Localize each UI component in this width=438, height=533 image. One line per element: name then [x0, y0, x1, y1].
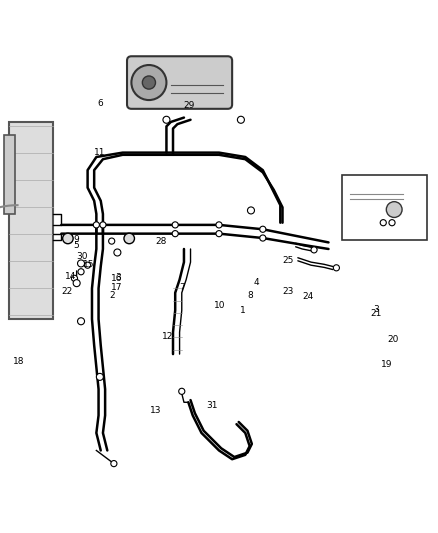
- Text: 7: 7: [179, 283, 185, 292]
- Text: 30: 30: [76, 252, 88, 261]
- Text: 10: 10: [214, 301, 226, 310]
- Circle shape: [131, 65, 166, 100]
- FancyBboxPatch shape: [342, 174, 427, 240]
- Text: 8: 8: [247, 292, 254, 301]
- Circle shape: [78, 260, 85, 267]
- Text: 11: 11: [94, 148, 105, 157]
- Text: 12: 12: [162, 332, 173, 341]
- Circle shape: [109, 238, 115, 244]
- Circle shape: [386, 201, 402, 217]
- Text: 9: 9: [74, 235, 80, 244]
- Text: 14: 14: [65, 272, 77, 281]
- Text: 28: 28: [155, 237, 167, 246]
- Circle shape: [260, 226, 266, 232]
- Circle shape: [333, 265, 339, 271]
- Circle shape: [100, 222, 106, 228]
- Circle shape: [163, 116, 170, 123]
- Circle shape: [63, 233, 73, 244]
- Text: 29: 29: [184, 101, 195, 110]
- Circle shape: [142, 76, 155, 89]
- Circle shape: [78, 318, 85, 325]
- Text: 21: 21: [370, 309, 381, 318]
- Text: 3: 3: [373, 305, 379, 314]
- FancyBboxPatch shape: [9, 122, 53, 319]
- Circle shape: [111, 461, 117, 467]
- Text: 15: 15: [83, 260, 94, 269]
- Circle shape: [85, 262, 91, 268]
- Circle shape: [247, 207, 254, 214]
- Circle shape: [96, 374, 103, 381]
- Circle shape: [172, 231, 178, 237]
- Circle shape: [237, 116, 244, 123]
- Text: 3: 3: [115, 272, 121, 281]
- FancyBboxPatch shape: [4, 135, 15, 214]
- Text: 31: 31: [206, 401, 217, 410]
- Circle shape: [216, 231, 222, 237]
- Circle shape: [179, 388, 185, 394]
- Text: 5: 5: [74, 241, 80, 250]
- Text: 4: 4: [254, 278, 259, 287]
- FancyBboxPatch shape: [127, 56, 232, 109]
- Text: 1: 1: [240, 306, 246, 315]
- Text: 2: 2: [109, 292, 114, 301]
- Text: 25: 25: [283, 256, 294, 265]
- Circle shape: [124, 233, 134, 244]
- Circle shape: [172, 222, 178, 228]
- Text: 19: 19: [381, 360, 392, 369]
- Circle shape: [71, 275, 78, 281]
- Circle shape: [260, 235, 266, 241]
- Circle shape: [73, 280, 80, 287]
- Text: 18: 18: [13, 358, 25, 367]
- Circle shape: [78, 269, 84, 275]
- Circle shape: [380, 220, 386, 226]
- Circle shape: [389, 220, 395, 226]
- Text: 16: 16: [111, 274, 123, 283]
- Text: 23: 23: [283, 287, 294, 296]
- Text: 17: 17: [111, 282, 123, 292]
- Text: 13: 13: [150, 406, 161, 415]
- Text: 24: 24: [302, 292, 314, 301]
- Text: 22: 22: [61, 287, 72, 296]
- Text: 6: 6: [97, 99, 103, 108]
- Circle shape: [93, 222, 99, 228]
- Circle shape: [114, 249, 121, 256]
- Circle shape: [311, 247, 317, 253]
- Circle shape: [216, 222, 222, 228]
- Text: 20: 20: [388, 335, 399, 344]
